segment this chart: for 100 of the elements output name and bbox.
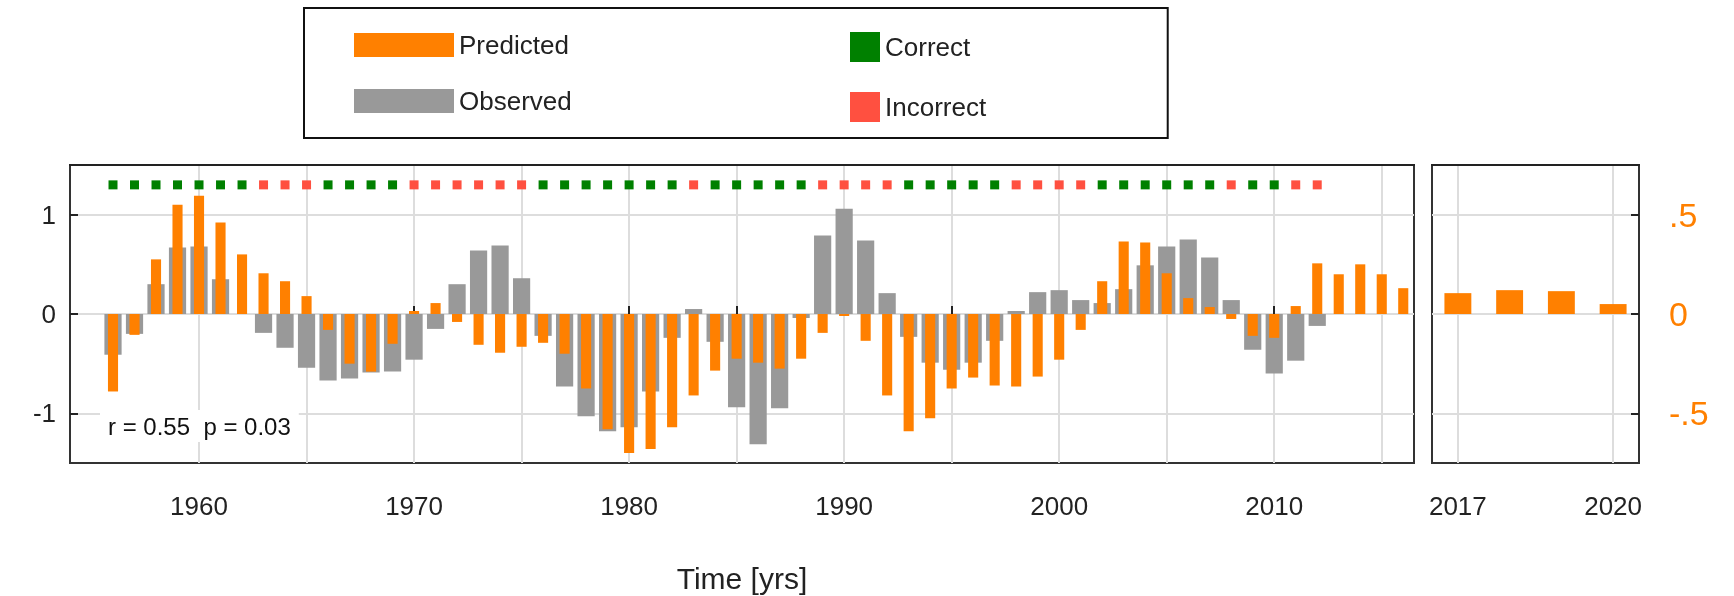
bar — [774, 314, 785, 369]
bar — [1226, 314, 1237, 319]
bar — [731, 314, 742, 359]
bar — [538, 314, 549, 343]
legend-label: Predicted — [459, 30, 569, 60]
bar — [469, 250, 488, 314]
bar — [1007, 311, 1025, 314]
bar — [387, 314, 398, 344]
bar — [968, 314, 979, 378]
bar — [1398, 288, 1409, 314]
x-tick-label: 2010 — [1245, 491, 1304, 521]
bar — [753, 314, 764, 363]
bar — [1269, 314, 1280, 338]
bar — [491, 245, 509, 314]
bar — [1011, 314, 1022, 387]
bar — [1183, 298, 1194, 314]
legend-label: Correct — [885, 32, 972, 62]
bar — [817, 314, 828, 333]
bar — [1050, 290, 1068, 314]
bar — [559, 314, 570, 354]
bar — [882, 314, 893, 396]
y-tick-label: -1 — [32, 398, 56, 429]
bar — [516, 314, 527, 347]
bar — [624, 314, 635, 454]
bar — [1072, 300, 1090, 314]
bar — [1118, 241, 1129, 314]
bar — [172, 204, 183, 314]
bar — [796, 314, 807, 359]
x-tick-label: 1990 — [815, 491, 874, 521]
bar — [835, 208, 853, 314]
bar — [860, 314, 871, 341]
bar — [258, 273, 269, 314]
legend-label: Incorrect — [885, 92, 987, 122]
bar — [1444, 293, 1472, 314]
bar — [1075, 314, 1086, 330]
legend-label: Observed — [459, 86, 572, 116]
bar — [254, 314, 273, 333]
bar — [301, 296, 312, 314]
bar — [1097, 281, 1108, 314]
bar — [1376, 274, 1387, 314]
bar — [688, 314, 699, 396]
bar — [452, 314, 463, 322]
bar — [366, 314, 377, 372]
bar — [903, 314, 914, 432]
bar — [1547, 291, 1575, 314]
bar — [1222, 300, 1240, 314]
bar — [495, 314, 506, 353]
bar — [344, 314, 355, 364]
bar — [129, 314, 140, 335]
bar — [1161, 273, 1172, 314]
bar — [1333, 274, 1344, 314]
bar — [276, 314, 294, 348]
bar — [814, 235, 832, 314]
annotation: r = 0.55 p = 0.03 — [108, 412, 291, 440]
bar — [1355, 264, 1366, 314]
bar — [1054, 314, 1065, 360]
bar — [878, 293, 896, 314]
x-tick-label: 1960 — [170, 491, 228, 521]
y2-tick-label: 0 — [1669, 295, 1688, 333]
bar — [405, 314, 423, 360]
bar — [857, 240, 875, 314]
y-tick-label: 1 — [41, 199, 56, 230]
bar — [1247, 314, 1258, 336]
bar — [685, 309, 703, 314]
bar — [667, 314, 678, 428]
bar — [279, 281, 291, 314]
bar — [297, 314, 316, 368]
y-tick-label: 0 — [41, 299, 56, 329]
bar — [150, 259, 162, 314]
bar — [409, 311, 420, 314]
x-tick-label: 2000 — [1030, 491, 1089, 521]
bar — [430, 303, 441, 314]
bar — [1204, 307, 1215, 314]
bar — [473, 314, 484, 345]
bar — [193, 195, 205, 314]
bar — [1029, 292, 1047, 314]
bar — [710, 314, 721, 371]
x-axis-title: Time [yrs] — [676, 561, 808, 595]
bar — [1140, 242, 1151, 314]
bar — [448, 284, 466, 314]
bar — [1308, 314, 1326, 326]
bar — [1496, 290, 1524, 314]
y2-tick-label: .5 — [1669, 195, 1698, 234]
bar — [1287, 314, 1305, 361]
bar — [1599, 304, 1627, 314]
bar — [581, 314, 592, 389]
bar — [645, 314, 656, 450]
bar — [1032, 314, 1043, 377]
bar — [512, 278, 531, 314]
bar — [215, 222, 226, 314]
bar — [107, 314, 119, 392]
x-tick-label: 2020 — [1584, 491, 1643, 521]
bar — [1201, 257, 1219, 314]
bar — [989, 314, 1000, 386]
bar — [322, 314, 334, 330]
bar — [236, 254, 248, 314]
bar — [946, 314, 957, 389]
bar — [426, 314, 445, 329]
bar — [925, 314, 936, 419]
bar — [1312, 263, 1323, 314]
